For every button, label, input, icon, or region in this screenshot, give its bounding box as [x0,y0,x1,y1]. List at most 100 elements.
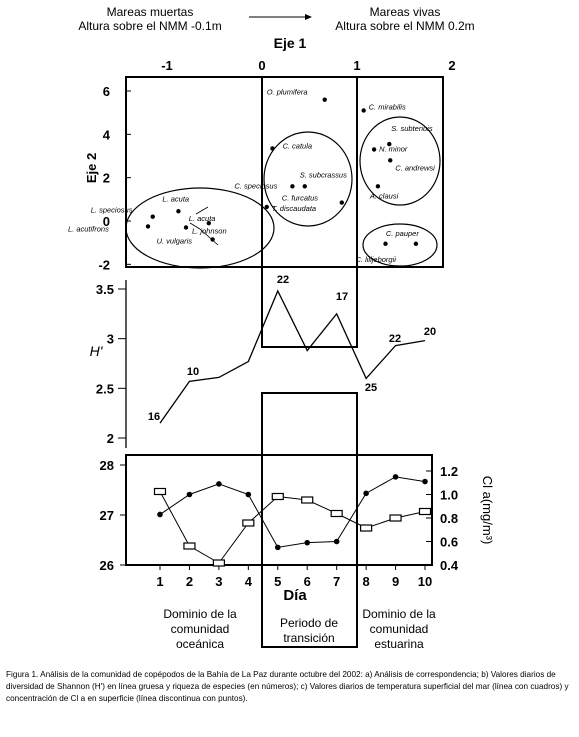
species-label: L. johnson [192,227,227,236]
species-label: C. catula [282,141,312,150]
species-point [388,158,393,163]
richness-label: 17 [336,291,348,303]
day-tick-label: 5 [274,574,281,589]
species-point [383,241,388,246]
diversity-axis-title: H' [90,343,104,359]
species-point [371,147,377,152]
temperature-point [301,496,314,504]
region-estuarine-line1: Dominio de la [362,607,436,621]
day-axis-title: Día [283,587,307,604]
axis1-tick-label: 1 [353,58,360,73]
species-label: L. acuta [189,214,216,223]
chla-point [216,481,222,487]
species-point [210,237,215,242]
diversity-tick-label: 2 [107,431,114,446]
day-tick-label: 1 [156,574,163,589]
oceanic-connectors [189,206,219,246]
species-label: C. andrewsi [395,163,435,172]
region-oceanic-line3: oceánica [176,637,224,651]
species-label: S. subtenuis [391,124,433,133]
day-tick-label: 7 [333,574,340,589]
species-label: U. vulgaris [157,236,193,245]
species-point [150,214,155,219]
species-point [413,241,419,246]
species-label: O. plumifera [267,88,308,97]
richness-label: 20 [424,326,436,338]
species-label: C. lilljeborgii [356,255,397,264]
species-point [361,108,366,113]
group-estuarine-b [362,223,438,267]
temperature-point [212,559,225,567]
transition-box-c [261,392,358,648]
diversity-ticks: 3.5 3 2.5 2 [96,280,127,448]
temperature-point [271,492,284,501]
richness-label: 22 [277,274,289,286]
axis1-ticks: -1 0 1 2 [161,58,455,73]
temperature-point [360,524,373,532]
species-label: L. acuta [162,194,189,203]
region-oceanic-line1: Dominio de la [163,607,237,621]
groupings [125,116,441,269]
species-point [183,225,189,230]
chla-point [422,478,428,485]
day-tick-label: 6 [304,574,311,589]
species-label: C. speciosus [234,181,277,190]
diversity-tick-label: 2.5 [96,381,114,396]
diversity-tick-label: 3 [107,332,114,347]
temperature-point [330,509,343,518]
chla-markers [157,474,428,551]
richness-label: 22 [389,333,401,345]
species-point [375,184,381,189]
chla-point [304,539,311,546]
temperature-point [389,514,402,522]
species-point [290,184,295,189]
day-tick-label: 4 [245,574,253,589]
axis2-title: Eje 2 [84,153,99,183]
species-point [270,146,275,151]
chla-ticks: 1.2 1.0 0.8 0.6 0.4 [426,464,459,573]
temperature-point [242,519,255,527]
species-label: C. furcatus [282,194,319,203]
species-label: T. discaudata [272,204,316,213]
chla-tick-label: 1.0 [440,488,458,503]
species-point [264,204,269,210]
species-label: A. clausi [369,191,399,200]
temperature-markers [153,487,432,567]
day-tick-label: 9 [392,574,399,589]
temperature-series-line [159,491,426,564]
richness-label: 16 [148,411,160,423]
region-estuarine-line3: estuarina [374,637,424,651]
temp-tick-label: 27 [100,508,114,523]
chla-point [274,544,281,551]
spring-tide-label: Mareas vivas [369,5,441,19]
spring-tide-height: Altura sobre el NMM 0.2m [335,19,475,33]
temperature-point [153,487,167,496]
diversity-series-line [159,289,426,424]
group-transition [263,131,353,227]
neap-tide-height: Altura sobre el NMM -0.1m [78,19,222,33]
chla-series-line [159,476,426,548]
chla-tick-label: 0.6 [440,535,458,550]
day-tick-label: 10 [418,574,432,589]
species-point [206,220,211,226]
neap-tide-label: Mareas muertas [106,5,194,19]
group-estuarine-a [359,116,441,206]
species-label: S. subcrassus [300,170,347,179]
chla-tick-label: 1.2 [440,464,458,479]
figure-caption: Figura 1. Análisis de la comunidad de co… [6,670,569,703]
temp-tick-label: 26 [100,558,114,573]
chla-point [333,538,340,545]
chla-point [186,491,193,498]
chla-point [363,490,369,497]
chla-tick-label: 0.4 [440,558,459,573]
chla-point [157,511,163,518]
panel-c-frame [125,454,433,566]
species-point [176,209,181,214]
axis2-tick-label: 0 [103,214,110,229]
species-point [145,224,151,229]
day-ticks: 1 2 3 4 5 6 7 8 9 10 [156,565,432,589]
axis1-tick-label: 0 [258,58,265,73]
species-label: L. acutifrons [68,224,109,233]
axis1-tick-label: 2 [448,58,455,73]
chla-axis-title: Cl a(mg/m³) [480,476,495,545]
